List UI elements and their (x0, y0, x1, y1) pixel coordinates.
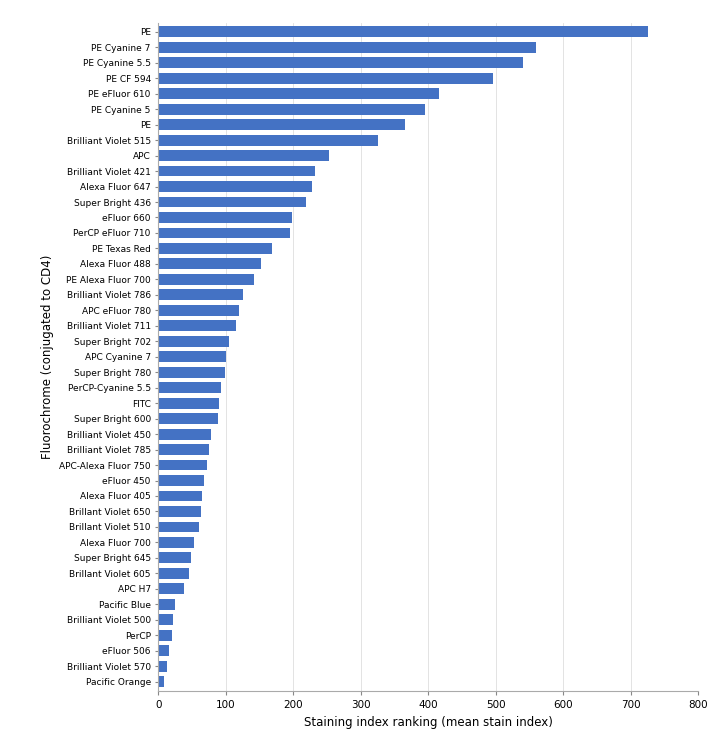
Bar (158, 460, 207, 470)
Bar (158, 212, 292, 223)
Bar (158, 490, 202, 502)
Bar (158, 57, 523, 68)
Bar (158, 568, 189, 579)
Bar (158, 398, 219, 409)
X-axis label: Staining index ranking (mean stain index): Staining index ranking (mean stain index… (304, 716, 553, 728)
Bar (158, 584, 184, 594)
Bar (158, 274, 254, 285)
Bar (158, 382, 220, 393)
Y-axis label: Fluorochrome (conjugated to CD4): Fluorochrome (conjugated to CD4) (40, 255, 53, 459)
Bar (158, 73, 492, 83)
Bar (158, 26, 648, 38)
Bar (158, 537, 194, 547)
Bar (158, 181, 312, 192)
Bar (158, 661, 166, 671)
Bar (158, 521, 199, 532)
Bar (158, 475, 204, 486)
Bar (158, 228, 290, 238)
Bar (158, 645, 168, 656)
Bar (158, 676, 164, 687)
Bar (158, 366, 225, 378)
Bar (158, 413, 218, 424)
Bar (158, 134, 378, 146)
Bar (158, 553, 191, 563)
Bar (158, 289, 243, 300)
Bar (158, 506, 201, 517)
Bar (158, 599, 175, 610)
Bar (158, 321, 236, 331)
Bar (158, 197, 305, 207)
Bar (158, 166, 315, 176)
Bar (158, 614, 174, 625)
Bar (158, 104, 425, 115)
Bar (158, 429, 211, 439)
Bar (158, 243, 272, 254)
Bar (158, 630, 172, 641)
Bar (158, 258, 261, 270)
Bar (158, 444, 209, 455)
Bar (158, 150, 328, 161)
Bar (158, 305, 239, 315)
Bar (158, 336, 229, 347)
Bar (158, 351, 226, 362)
Bar (158, 119, 405, 130)
Bar (158, 42, 536, 53)
Bar (158, 89, 438, 99)
